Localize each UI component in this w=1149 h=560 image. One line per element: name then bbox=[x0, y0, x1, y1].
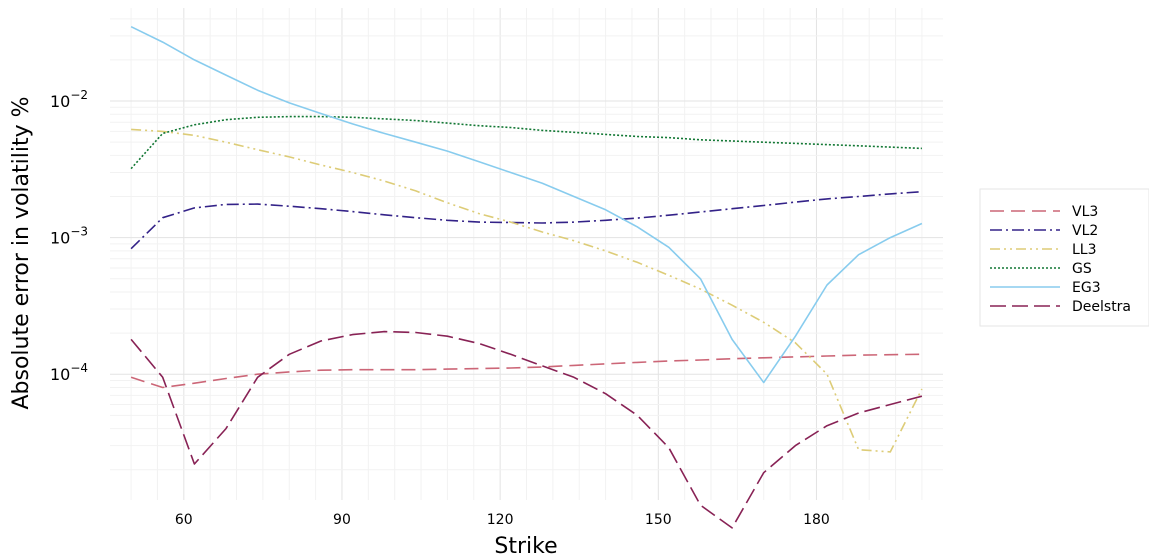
legend-label-gs: GS bbox=[1072, 261, 1092, 277]
x-tick-label: 90 bbox=[333, 512, 351, 528]
x-tick-label: 120 bbox=[487, 512, 514, 528]
legend-label-vl2: VL2 bbox=[1072, 223, 1098, 239]
x-tick-label: 150 bbox=[645, 512, 672, 528]
x-axis-title: Strike bbox=[494, 534, 557, 559]
legend-label-deelstra: Deelstra bbox=[1072, 299, 1131, 315]
legend-label-vl3: VL3 bbox=[1072, 204, 1098, 220]
series-lines bbox=[130, 25, 923, 529]
grid bbox=[110, 8, 943, 500]
y-tick-label: 10−2 bbox=[50, 88, 88, 111]
x-tick-label: 180 bbox=[803, 512, 830, 528]
x-tick-label: 60 bbox=[175, 512, 193, 528]
legend: VL3 VL2 LL3 GS EG3 Deelstra bbox=[979, 188, 1149, 327]
legend-label-ll3: LL3 bbox=[1072, 242, 1097, 258]
y-axis-title: Absolute error in volatility % bbox=[9, 96, 34, 409]
y-tick-label: 10−3 bbox=[50, 225, 88, 248]
y-tick-label: 10−4 bbox=[50, 361, 88, 384]
series-line-eg3 bbox=[130, 25, 923, 384]
legend-label-eg3: EG3 bbox=[1072, 280, 1101, 296]
legend-box bbox=[979, 188, 1149, 327]
series-line-ll3 bbox=[131, 128, 923, 453]
tick-labels: 60 90 120 150 180 10−2 10−3 10−4 bbox=[50, 88, 830, 528]
series-line-gs bbox=[130, 115, 922, 170]
series-line-deelstra bbox=[130, 330, 923, 529]
